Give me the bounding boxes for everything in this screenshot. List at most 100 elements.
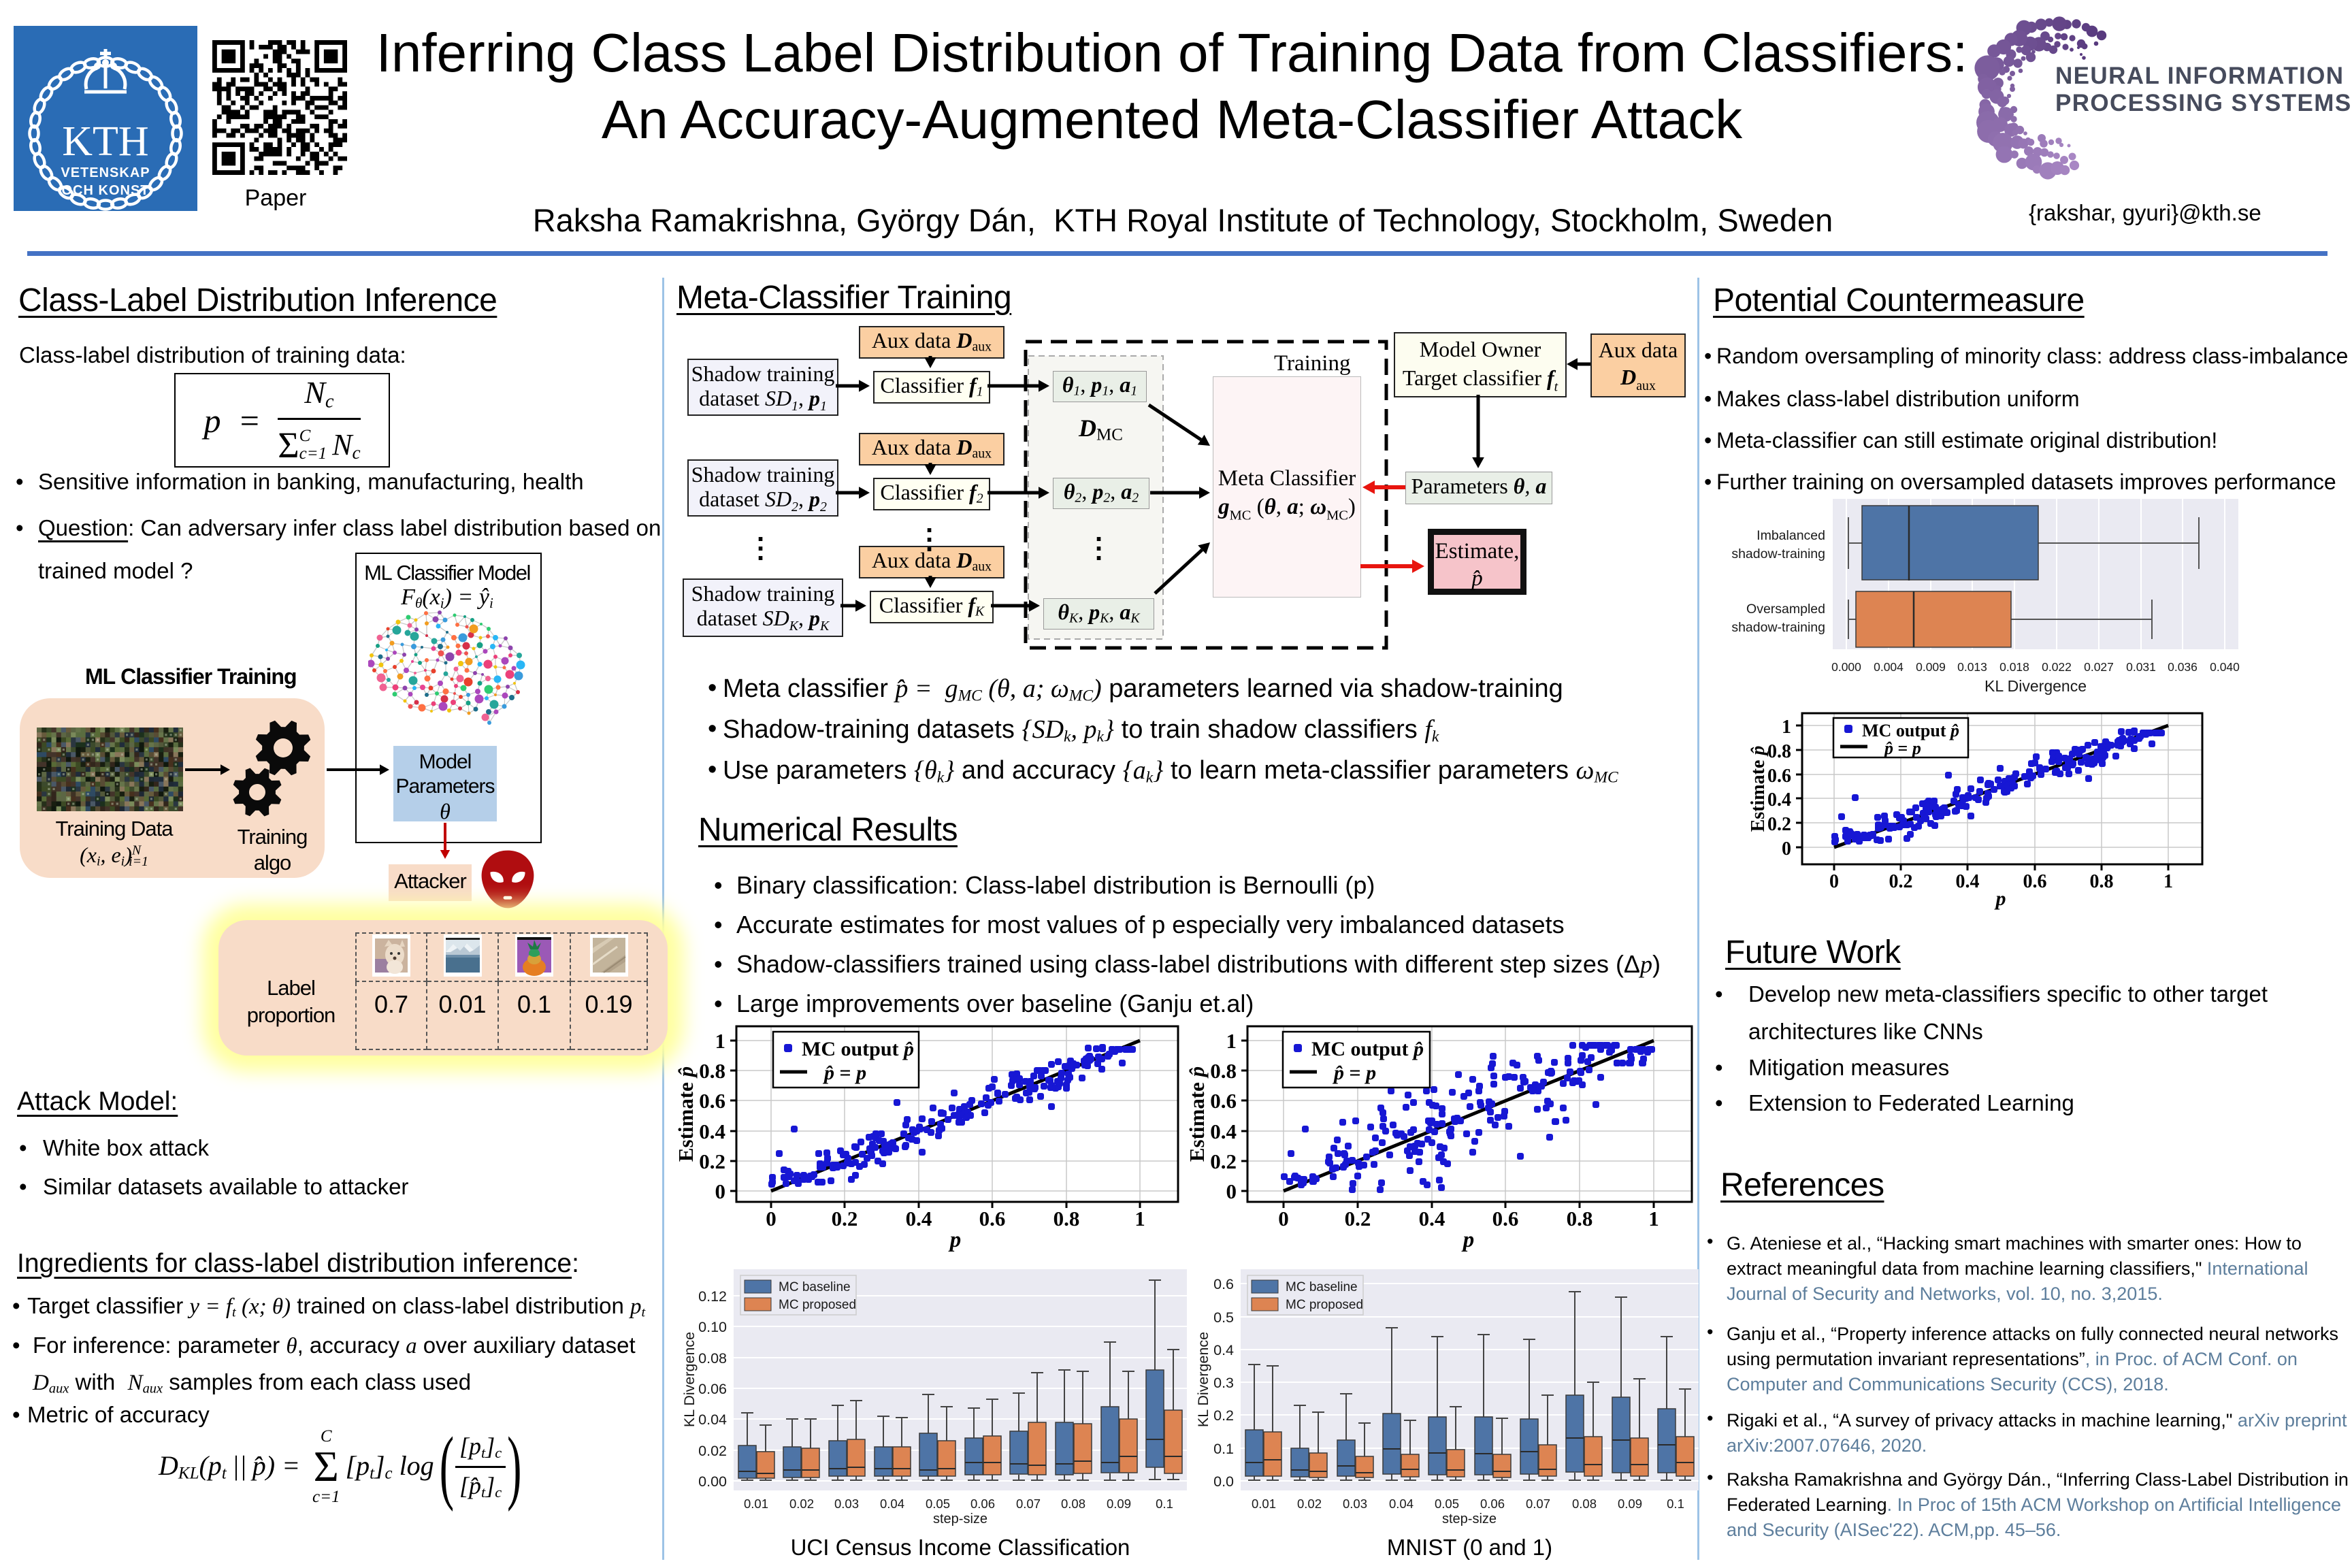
svg-text:0.004: 0.004 — [1874, 660, 1904, 674]
svg-text:0.12: 0.12 — [698, 1288, 727, 1305]
svg-text:0.08: 0.08 — [1572, 1497, 1597, 1511]
svg-text:0.018: 0.018 — [1999, 660, 2029, 674]
svg-text:0.8: 0.8 — [1767, 741, 1791, 762]
svg-text:0.0: 0.0 — [1213, 1473, 1234, 1490]
svg-text:p: p — [1994, 887, 2006, 910]
svg-text:0.2: 0.2 — [1210, 1149, 1237, 1173]
svg-text:0.04: 0.04 — [698, 1411, 727, 1428]
svg-text:1: 1 — [1782, 717, 1791, 738]
svg-text:0.06: 0.06 — [970, 1497, 995, 1511]
svg-text:MC output p̂: MC output p̂ — [1862, 721, 1959, 740]
svg-text:0.2: 0.2 — [1345, 1207, 1371, 1230]
svg-text:KL Divergence: KL Divergence — [1984, 677, 2087, 695]
svg-text:0: 0 — [715, 1179, 726, 1203]
svg-text:0.4: 0.4 — [1767, 789, 1791, 811]
svg-text:0.04: 0.04 — [1389, 1497, 1414, 1511]
svg-text:0: 0 — [1782, 838, 1791, 860]
svg-text:0.07: 0.07 — [1526, 1497, 1550, 1511]
svg-text:0.000: 0.000 — [1831, 660, 1861, 674]
svg-text:0: 0 — [1829, 871, 1839, 892]
svg-text:0.031: 0.031 — [2126, 660, 2156, 674]
svg-text:0.4: 0.4 — [1419, 1207, 1446, 1230]
svg-text:0.06: 0.06 — [1480, 1497, 1505, 1511]
svg-text:OCH KONST: OCH KONST — [62, 183, 150, 198]
svg-text:KL Divergence: KL Divergence — [1195, 1332, 1211, 1427]
svg-text:p̂ = p: p̂ = p — [1332, 1062, 1376, 1084]
svg-text:0: 0 — [1278, 1207, 1289, 1230]
svg-text:0.6: 0.6 — [2023, 871, 2047, 892]
svg-text:0.027: 0.027 — [2084, 660, 2114, 674]
svg-text:0.05: 0.05 — [926, 1497, 950, 1511]
svg-text:0.4: 0.4 — [1956, 871, 1980, 892]
svg-text:MC proposed: MC proposed — [779, 1298, 856, 1312]
svg-text:0.2: 0.2 — [832, 1207, 858, 1230]
svg-text:0.013: 0.013 — [1957, 660, 1987, 674]
svg-text:0.6: 0.6 — [1767, 766, 1791, 787]
svg-text:1: 1 — [1134, 1207, 1145, 1230]
svg-text:KTH: KTH — [62, 118, 148, 165]
svg-text:0.06: 0.06 — [698, 1381, 727, 1397]
svg-text:0.8: 0.8 — [1567, 1207, 1593, 1230]
svg-text:0: 0 — [766, 1207, 777, 1230]
svg-text:0.03: 0.03 — [834, 1497, 859, 1511]
svg-text:step-size: step-size — [1442, 1512, 1497, 1526]
svg-text:0.4: 0.4 — [699, 1120, 725, 1143]
svg-text:MC baseline: MC baseline — [779, 1280, 851, 1294]
svg-text:1: 1 — [1226, 1029, 1237, 1053]
svg-text:0.1: 0.1 — [1667, 1497, 1684, 1511]
svg-text:Estimate p̂: Estimate p̂ — [1748, 746, 1769, 832]
svg-text:0.02: 0.02 — [1297, 1497, 1322, 1511]
svg-text:1: 1 — [715, 1029, 726, 1053]
svg-text:0.09: 0.09 — [1618, 1497, 1642, 1511]
svg-text:0.02: 0.02 — [789, 1497, 814, 1511]
svg-text:0.00: 0.00 — [698, 1473, 727, 1490]
svg-text:0.6: 0.6 — [1213, 1276, 1234, 1292]
svg-text:MC output p̂: MC output p̂ — [1311, 1038, 1424, 1060]
svg-text:step-size: step-size — [933, 1512, 987, 1526]
svg-text:0.10: 0.10 — [698, 1319, 727, 1335]
svg-text:0.4: 0.4 — [906, 1207, 932, 1230]
svg-text:0.09: 0.09 — [1107, 1497, 1131, 1511]
svg-text:0.07: 0.07 — [1016, 1497, 1041, 1511]
svg-text:0.03: 0.03 — [1343, 1497, 1367, 1511]
svg-text:0.8: 0.8 — [1210, 1059, 1237, 1083]
svg-text:MC output p̂: MC output p̂ — [802, 1038, 914, 1060]
svg-text:KL Divergence: KL Divergence — [681, 1332, 698, 1427]
svg-text:0.5: 0.5 — [1213, 1309, 1234, 1326]
svg-text:0.6: 0.6 — [1210, 1089, 1237, 1113]
svg-text:0.02: 0.02 — [698, 1443, 727, 1459]
svg-text:0.08: 0.08 — [698, 1350, 727, 1367]
svg-text:0.6: 0.6 — [979, 1207, 1006, 1230]
svg-text:0.04: 0.04 — [880, 1497, 904, 1511]
svg-text:0.1: 0.1 — [1213, 1441, 1234, 1457]
svg-text:p̂ = p: p̂ = p — [822, 1062, 866, 1084]
svg-text:0.3: 0.3 — [1213, 1375, 1234, 1391]
svg-text:1: 1 — [2163, 871, 2173, 892]
svg-text:0.8: 0.8 — [699, 1059, 725, 1083]
svg-text:VETENSKAP: VETENSKAP — [61, 165, 150, 180]
svg-text:Estimate p̂: Estimate p̂ — [1185, 1066, 1209, 1162]
svg-text:0.05: 0.05 — [1435, 1497, 1459, 1511]
svg-text:MC proposed: MC proposed — [1286, 1298, 1363, 1312]
svg-text:0.1: 0.1 — [1156, 1497, 1173, 1511]
svg-text:0.01: 0.01 — [1252, 1497, 1276, 1511]
svg-text:0.08: 0.08 — [1061, 1497, 1085, 1511]
svg-text:0: 0 — [1226, 1179, 1237, 1203]
svg-text:0.2: 0.2 — [1767, 814, 1791, 835]
svg-text:p̂ = p: p̂ = p — [1883, 738, 1921, 758]
svg-text:0.036: 0.036 — [2168, 660, 2198, 674]
svg-text:1: 1 — [1648, 1207, 1659, 1230]
svg-text:0.2: 0.2 — [1213, 1407, 1234, 1424]
svg-text:0.01: 0.01 — [744, 1497, 768, 1511]
svg-text:p: p — [1461, 1228, 1475, 1252]
svg-text:0.4: 0.4 — [1210, 1120, 1237, 1143]
svg-text:0.2: 0.2 — [1889, 871, 1913, 892]
svg-text:0.2: 0.2 — [699, 1149, 725, 1173]
svg-text:0.6: 0.6 — [699, 1089, 725, 1113]
svg-text:MC baseline: MC baseline — [1286, 1280, 1358, 1294]
svg-text:0.8: 0.8 — [2090, 871, 2114, 892]
svg-text:0.022: 0.022 — [2042, 660, 2072, 674]
svg-text:Estimate p̂: Estimate p̂ — [674, 1066, 698, 1162]
